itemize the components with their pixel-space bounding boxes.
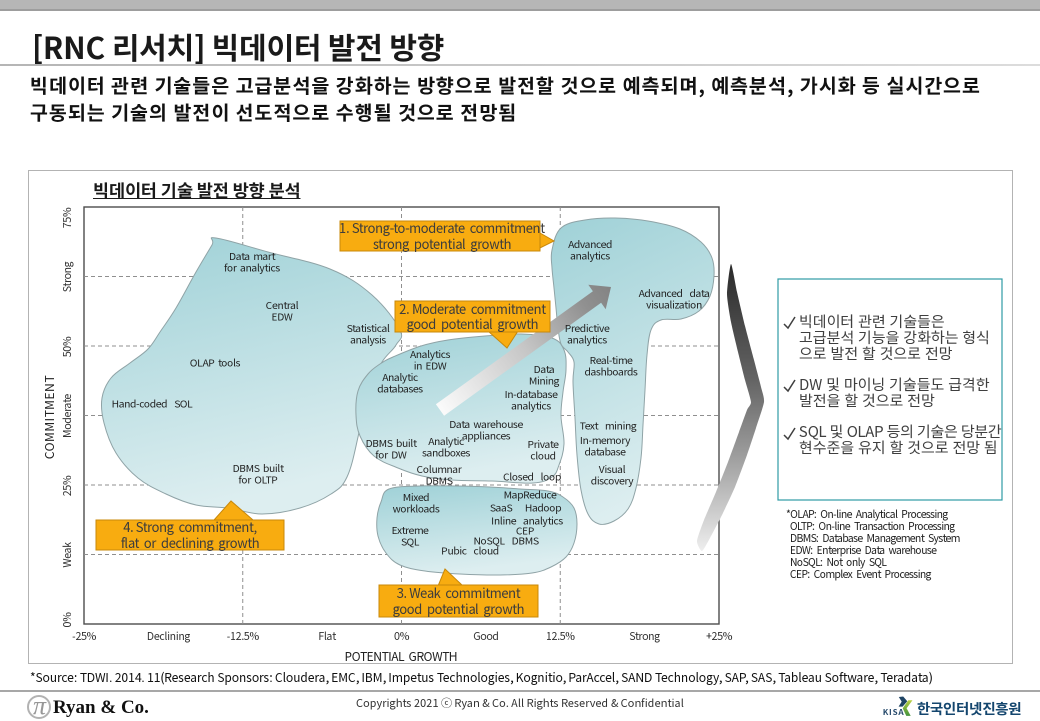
- svg-text:EDW: EDW: [272, 308, 293, 323]
- svg-text:Analytic: Analytic: [382, 369, 418, 384]
- svg-text:MapReduce: MapReduce: [504, 487, 557, 502]
- svg-text:Advanced: Advanced: [568, 236, 612, 251]
- svg-text:Visual: Visual: [599, 461, 626, 476]
- svg-text:analysis: analysis: [350, 331, 386, 346]
- svg-text:for analytics: for analytics: [224, 259, 280, 274]
- svg-text:Moderate: Moderate: [60, 394, 75, 438]
- svg-text:Predictive: Predictive: [565, 320, 610, 335]
- svg-text:analytics: analytics: [567, 331, 607, 346]
- svg-text:In-memory: In-memory: [580, 432, 631, 447]
- svg-text:analytics: analytics: [570, 247, 610, 262]
- svg-text:Inline analytics: Inline analytics: [491, 513, 563, 528]
- svg-text:50%: 50%: [60, 337, 75, 357]
- svg-text:Data mart: Data mart: [229, 248, 275, 263]
- svg-text:2. Moderate commitment: 2. Moderate commitment: [399, 299, 547, 318]
- svg-text:discovery: discovery: [591, 472, 635, 487]
- svg-text:Mining: Mining: [529, 372, 559, 387]
- svg-text:Extreme: Extreme: [392, 522, 429, 537]
- svg-text:1. Strong-to-moderate commitm: 1. Strong-to-moderate commitment: [339, 218, 546, 237]
- svg-text:Statistical: Statistical: [346, 320, 389, 335]
- svg-text:analytics: analytics: [511, 397, 551, 412]
- svg-text:Flat: Flat: [318, 629, 336, 644]
- svg-text:Analytic: Analytic: [428, 433, 464, 448]
- svg-text:Advanced data: Advanced data: [639, 285, 710, 300]
- svg-text:4. Strong commitment,: 4. Strong commitment,: [123, 517, 257, 536]
- svg-text:visualization: visualization: [646, 296, 702, 311]
- svg-text:strong potential growth: strong potential growth: [373, 234, 511, 253]
- svg-text:CEP: CEP: [516, 523, 534, 538]
- svg-text:Declining: Declining: [147, 629, 191, 644]
- svg-text:Central: Central: [266, 297, 299, 312]
- svg-text:Private: Private: [527, 436, 558, 451]
- svg-text:12.5%: 12.5%: [546, 629, 575, 644]
- svg-text:flat or declining growth: flat or declining growth: [121, 533, 260, 552]
- svg-text:Text mining: Text mining: [580, 418, 637, 433]
- svg-text:Weak: Weak: [60, 542, 75, 568]
- svg-text:25%: 25%: [60, 476, 75, 496]
- svg-text:Data: Data: [534, 361, 555, 376]
- svg-text:Good: Good: [473, 629, 498, 644]
- svg-text:-25%: -25%: [72, 629, 96, 644]
- svg-text:appliances: appliances: [462, 427, 511, 442]
- svg-text:+25%: +25%: [706, 629, 732, 644]
- svg-text:Data warehouse: Data warehouse: [449, 416, 523, 431]
- svg-text:COMMITMENT: COMMITMENT: [40, 375, 58, 459]
- svg-text:cloud: cloud: [530, 447, 555, 462]
- svg-text:3. Weak commitment: 3. Weak commitment: [397, 583, 522, 602]
- svg-text:Hand-coded SOL: Hand-coded SOL: [112, 396, 194, 411]
- svg-text:Columnar: Columnar: [417, 461, 463, 476]
- svg-text:for OLTP: for OLTP: [239, 471, 278, 486]
- svg-text:0%: 0%: [60, 613, 75, 628]
- svg-text:databases: databases: [377, 380, 423, 395]
- svg-text:Hadoop: Hadoop: [525, 500, 561, 515]
- svg-text:database: database: [584, 443, 625, 458]
- svg-text:SaaS: SaaS: [490, 500, 513, 515]
- svg-text:for DW: for DW: [375, 446, 406, 461]
- svg-text:POTENTIAL GROWTH: POTENTIAL GROWTH: [345, 648, 457, 665]
- svg-text:good potential growth: good potential growth: [407, 314, 539, 333]
- svg-text:OLAP tools: OLAP tools: [190, 355, 241, 370]
- svg-text:0%: 0%: [394, 629, 409, 644]
- svg-text:DBMS built: DBMS built: [366, 435, 417, 450]
- svg-text:Mixed: Mixed: [403, 489, 429, 504]
- svg-text:workloads: workloads: [393, 500, 440, 515]
- svg-text:DBMS: DBMS: [426, 472, 453, 487]
- svg-text:NoSQL DBMS: NoSQL DBMS: [473, 533, 538, 548]
- svg-text:Analytics: Analytics: [410, 346, 451, 361]
- svg-text:SQL: SQL: [401, 533, 420, 548]
- svg-text:-12.5%: -12.5%: [227, 629, 259, 644]
- svg-text:good potential growth: good potential growth: [393, 599, 525, 618]
- svg-text:Real-time: Real-time: [590, 352, 633, 367]
- svg-text:dashboards: dashboards: [585, 363, 638, 378]
- svg-text:Pubic cloud: Pubic cloud: [441, 543, 499, 558]
- svg-text:Closed loop: Closed loop: [503, 469, 561, 484]
- svg-text:Strong: Strong: [629, 629, 660, 644]
- svg-text:In-database: In-database: [505, 386, 558, 401]
- svg-text:DBMS built: DBMS built: [233, 460, 284, 475]
- svg-text:sandboxes: sandboxes: [422, 444, 470, 459]
- svg-text:75%: 75%: [60, 208, 75, 228]
- svg-text:Strong: Strong: [60, 261, 75, 292]
- svg-text:in EDW: in EDW: [414, 357, 447, 372]
